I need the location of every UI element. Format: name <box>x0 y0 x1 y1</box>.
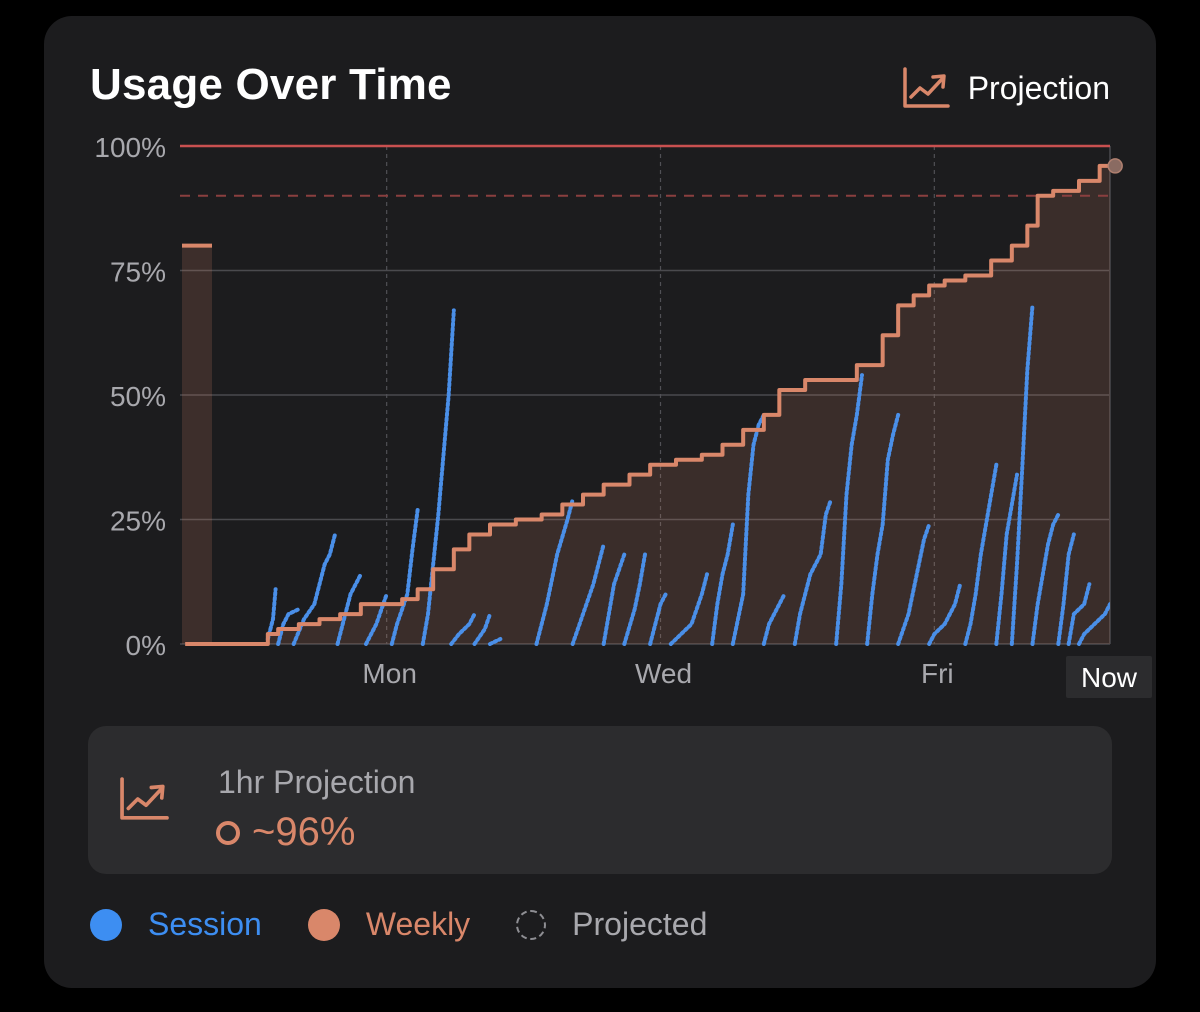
session-segment <box>1009 303 1035 646</box>
projected-point <box>1107 158 1123 174</box>
session-segment <box>265 587 278 642</box>
session-segment <box>1066 582 1092 646</box>
weekly-area <box>185 165 1110 645</box>
weekly-line <box>185 163 1110 646</box>
session-segment <box>668 572 709 646</box>
session-segment <box>1030 512 1061 646</box>
legend-label-projected: Projected <box>572 906 708 942</box>
session-segment <box>291 532 337 646</box>
weekly-dot-icon <box>307 908 340 941</box>
projection-toggle[interactable]: Projection <box>902 66 1110 110</box>
y-tick-label: 25% <box>110 506 166 537</box>
y-tick-label: 0% <box>126 630 166 661</box>
weekly-line-path <box>185 163 1110 646</box>
card-title: Usage Over Time <box>90 60 452 109</box>
usage-card: Usage Over Time Projection 0% 25% 50% 75% 10… <box>44 16 1156 988</box>
limit-lines <box>180 144 1110 197</box>
trend-chart-icon <box>120 777 169 820</box>
session-segment <box>1056 532 1076 646</box>
session-segment <box>963 462 999 646</box>
x-axis-labels: Mon Wed Fri <box>362 658 953 689</box>
session-segment <box>1077 602 1110 646</box>
session-segment <box>994 472 1019 646</box>
session-segment <box>761 592 787 646</box>
session-segment <box>276 607 301 646</box>
legend-label-weekly: Weekly <box>365 906 471 942</box>
projection-value: ~96% <box>252 810 356 854</box>
projection-panel: 1hr Projection ~96% <box>88 726 1112 874</box>
session-segment <box>570 542 606 646</box>
now-marker: Now <box>1066 158 1152 698</box>
y-tick-label: 100% <box>94 132 166 163</box>
session-segment <box>534 497 575 646</box>
session-segment <box>896 522 932 646</box>
session-segment <box>865 412 901 646</box>
x-tick-label: Wed <box>635 658 692 689</box>
projection-label: 1hr Projection <box>218 764 416 800</box>
session-segment <box>488 637 503 646</box>
projected-ring-icon <box>216 820 240 845</box>
projection-value-row: ~96% <box>216 810 355 855</box>
projection-toggle-label: Projection <box>967 69 1110 106</box>
legend-item-projected[interactable]: Projected <box>516 906 707 943</box>
previous-week-fill <box>182 245 212 644</box>
y-tick-label: 75% <box>110 257 166 288</box>
session-segment <box>927 582 963 646</box>
session-segment <box>622 552 647 646</box>
session-segment <box>834 373 864 646</box>
projected-dot-icon <box>516 909 547 940</box>
session-segment <box>710 522 735 646</box>
now-label-bg <box>1066 656 1152 698</box>
trend-chart-icon <box>902 67 950 108</box>
now-label: Now <box>1081 662 1138 693</box>
session-segment <box>472 612 492 646</box>
session-segment <box>449 612 477 646</box>
session-segment <box>335 572 363 646</box>
x-tick-label: Fri <box>921 658 954 689</box>
session-segment <box>420 308 456 646</box>
x-tick-label: Mon <box>362 658 416 689</box>
y-tick-label: 50% <box>110 381 166 412</box>
chart-grid <box>180 146 1111 645</box>
session-segment <box>730 412 766 646</box>
y-axis-labels: 0% 25% 50% 75% 100% <box>94 132 166 661</box>
legend-item-session[interactable]: Session <box>90 906 262 943</box>
session-segment <box>792 497 833 646</box>
previous-week-bar <box>182 243 212 644</box>
session-segment <box>389 507 420 646</box>
legend-item-weekly[interactable]: Weekly <box>307 906 471 943</box>
session-segment <box>648 592 668 646</box>
session-line <box>265 303 1110 646</box>
usage-chart: 0% 25% 50% 75% 100% Mon Wed Fri Now <box>94 132 1152 698</box>
session-segment <box>364 592 389 646</box>
chart-legend: Session Weekly Projected <box>90 906 753 943</box>
session-dot-icon <box>90 908 122 941</box>
legend-label-session: Session <box>148 906 262 942</box>
session-segment <box>601 552 627 646</box>
